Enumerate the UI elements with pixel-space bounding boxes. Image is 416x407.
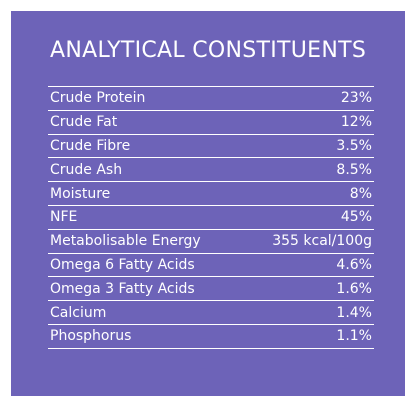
table-row: Crude Ash 8.5% — [48, 158, 374, 183]
row-value: 1.1% — [336, 328, 372, 345]
row-label: Crude Protein — [50, 90, 146, 107]
panel-inner: ANALYTICAL CONSTITUENTS Crude Protein 23… — [11, 11, 405, 396]
row-label: Crude Ash — [50, 161, 123, 178]
row-label: Crude Fat — [50, 114, 118, 131]
row-label: NFE — [50, 209, 78, 226]
row-value: 23% — [340, 90, 372, 107]
row-label: Calcium — [50, 304, 107, 321]
table-row: Crude Fat 12% — [48, 111, 374, 135]
table-row: Metabolisable Energy 355 kcal/100g — [48, 230, 374, 254]
row-label: Moisture — [50, 185, 111, 202]
row-value: 1.4% — [336, 304, 372, 321]
table-row: NFE 45% — [48, 206, 374, 230]
row-value: 8% — [349, 185, 372, 202]
row-value: 4.6% — [336, 256, 372, 273]
table-row: Calcium 1.4% — [48, 301, 374, 325]
table-row: Crude Protein 23% — [48, 87, 374, 111]
row-label: Omega 3 Fatty Acids — [50, 280, 195, 297]
row-value: 355 kcal/100g — [272, 233, 372, 250]
row-value: 1.6% — [336, 280, 372, 297]
row-value: 45% — [340, 209, 372, 226]
row-label: Crude Fibre — [50, 137, 131, 154]
row-value: 3.5% — [336, 137, 372, 154]
table-row: Omega 6 Fatty Acids 4.6% — [48, 254, 374, 278]
table-row: Moisture 8% — [48, 182, 374, 206]
row-label: Phosphorus — [50, 328, 132, 345]
table-row: Crude Fibre 3.5% — [48, 135, 374, 159]
constituents-table: Crude Protein 23% Crude Fat 12% Crude Fi… — [48, 86, 374, 349]
table-row: Omega 3 Fatty Acids 1.6% — [48, 277, 374, 302]
table-row: Phosphorus 1.1% — [48, 325, 374, 349]
panel-title: ANALYTICAL CONSTITUENTS — [50, 38, 367, 63]
row-label: Omega 6 Fatty Acids — [50, 256, 195, 273]
row-value: 12% — [340, 114, 372, 131]
row-value: 8.5% — [336, 161, 372, 178]
row-label: Metabolisable Energy — [50, 233, 201, 250]
